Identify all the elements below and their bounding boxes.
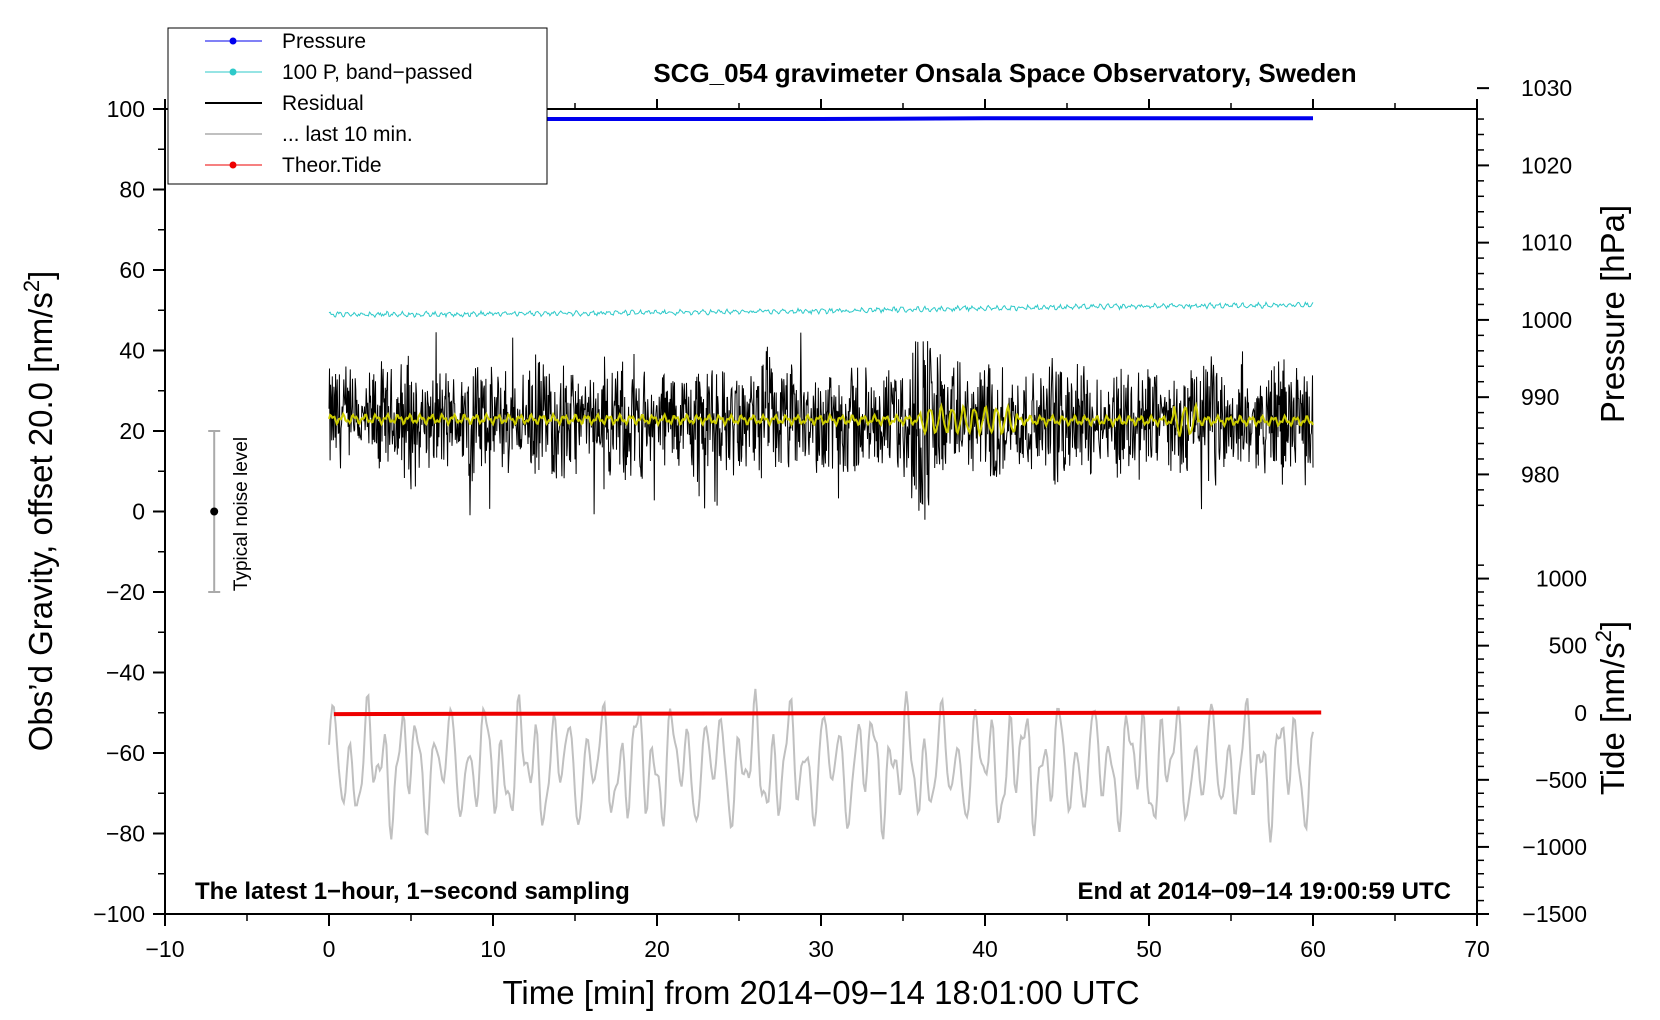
tide-tick-label: −1500 xyxy=(1522,901,1587,927)
y-tick-label: −20 xyxy=(106,579,145,605)
y-tick-label: 40 xyxy=(119,338,145,364)
x-tick-label: 40 xyxy=(972,936,998,962)
x-tick-label: 60 xyxy=(1300,936,1326,962)
x-tick-label: 50 xyxy=(1136,936,1162,962)
tide-axis-label-sup: 2 xyxy=(1591,630,1616,642)
legend-label: ... last 10 min. xyxy=(282,123,413,146)
pressure-tick-label: 1000 xyxy=(1521,307,1572,333)
y-left-axis-label-end: ] xyxy=(22,271,59,280)
pressure-tick-label: 1030 xyxy=(1521,75,1572,101)
x-tick-label: 0 xyxy=(323,936,336,962)
pressure-tick-label: 1020 xyxy=(1521,152,1572,178)
series-residual xyxy=(328,332,1314,520)
tide-axis-ticks: 1000 500 0 −500 −1000 −1500 xyxy=(1477,564,1587,927)
y-left-axis-ticks: 100 80 60 40 20 0 −20 −40 −60 −80 −100 xyxy=(93,96,165,927)
x-axis-ticks: −10 0 10 20 30 40 50 60 70 xyxy=(145,99,1490,962)
legend-label: Theor.Tide xyxy=(282,154,382,177)
y-left-axis-label-main: Obs’d Gravity, offset 20.0 [nm/s xyxy=(22,292,59,751)
tide-axis-label-end: ] xyxy=(1594,621,1631,630)
tide-tick-label: −500 xyxy=(1535,767,1587,793)
pressure-axis-label: Pressure [hPa] xyxy=(1594,205,1631,423)
chart-title: SCG_054 gravimeter Onsala Space Observat… xyxy=(653,58,1356,88)
legend-label: Residual xyxy=(282,92,364,115)
noise-level-label: Typical noise level xyxy=(231,437,252,591)
legend-label: Pressure xyxy=(282,30,366,53)
legend-marker xyxy=(229,68,237,76)
pressure-tick-label: 990 xyxy=(1521,384,1559,410)
y-tick-label: 100 xyxy=(107,96,145,122)
legend-box xyxy=(167,27,548,185)
tide-axis-label-main: Tide [nm/s xyxy=(1594,642,1631,795)
legend: Pressure 100 P, band−passed Residual ... la… xyxy=(167,27,548,185)
series-layer xyxy=(328,116,1322,843)
tide-axis-label: Tide [nm/s2] xyxy=(1591,621,1631,795)
legend-marker xyxy=(229,37,237,45)
pressure-tick-label: 980 xyxy=(1521,461,1559,487)
x-tick-label: 10 xyxy=(480,936,506,962)
tide-tick-label: 0 xyxy=(1574,700,1587,726)
legend-label: 100 P, band−passed xyxy=(282,61,473,84)
tide-tick-label: 1000 xyxy=(1536,566,1587,592)
y-tick-label: −60 xyxy=(106,740,145,766)
annotation-end-time: End at 2014−09−14 19:00:59 UTC xyxy=(1077,878,1451,905)
x-axis-label: Time [min] from 2014−09−14 18:01:00 UTC xyxy=(502,974,1139,1011)
tide-tick-label: −1000 xyxy=(1522,834,1587,860)
annotation-sampling: The latest 1−hour, 1−second sampling xyxy=(195,878,630,905)
x-tick-label: 70 xyxy=(1464,936,1490,962)
legend-marker xyxy=(229,161,237,169)
tide-tick-label: 500 xyxy=(1549,633,1587,659)
x-tick-label: 20 xyxy=(644,936,670,962)
y-tick-label: −40 xyxy=(106,660,145,686)
series-theoretical-tide xyxy=(333,710,1322,717)
plot-frame xyxy=(164,108,1478,915)
y-tick-label: −100 xyxy=(93,901,145,927)
pressure-tick-label: 1010 xyxy=(1521,230,1572,256)
y-tick-label: 80 xyxy=(119,177,145,203)
y-tick-label: 0 xyxy=(132,499,145,525)
series-last-10-min xyxy=(328,688,1314,843)
y-left-axis-label-sup: 2 xyxy=(19,280,44,292)
series-smoothed-residual xyxy=(328,401,1314,438)
y-tick-label: −80 xyxy=(106,821,145,847)
noise-level-indicator xyxy=(208,430,221,593)
y-left-axis-label: Obs’d Gravity, offset 20.0 [nm/s2] xyxy=(19,271,59,752)
y-tick-label: 20 xyxy=(119,418,145,444)
y-tick-label: 60 xyxy=(119,257,145,283)
pressure-axis-ticks: 1030 1020 1010 1000 990 980 xyxy=(1476,75,1572,512)
x-tick-label: −10 xyxy=(145,936,184,962)
x-tick-label: 30 xyxy=(808,936,834,962)
noise-bar-center-dot xyxy=(210,507,219,516)
series-pressure-bandpassed xyxy=(328,301,1314,319)
